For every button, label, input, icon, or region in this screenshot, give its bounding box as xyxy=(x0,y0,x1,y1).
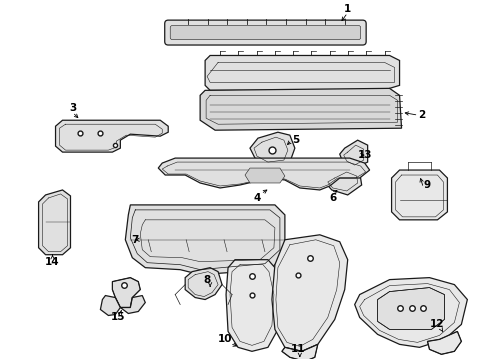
Polygon shape xyxy=(282,345,318,360)
Text: 4: 4 xyxy=(253,193,261,203)
Polygon shape xyxy=(250,132,295,165)
Text: 7: 7 xyxy=(132,235,139,245)
Polygon shape xyxy=(226,260,280,351)
Text: 14: 14 xyxy=(45,257,60,267)
Polygon shape xyxy=(125,205,285,275)
Text: 12: 12 xyxy=(430,319,445,329)
Polygon shape xyxy=(272,235,348,351)
Polygon shape xyxy=(205,55,399,90)
FancyBboxPatch shape xyxy=(170,26,361,40)
Polygon shape xyxy=(121,296,145,314)
Text: 5: 5 xyxy=(292,135,299,145)
Text: 9: 9 xyxy=(424,180,431,190)
Polygon shape xyxy=(378,288,444,329)
Text: 1: 1 xyxy=(344,4,351,14)
Polygon shape xyxy=(100,296,121,315)
Polygon shape xyxy=(340,140,368,168)
Text: 8: 8 xyxy=(203,275,211,285)
Polygon shape xyxy=(245,168,285,183)
Text: 3: 3 xyxy=(69,103,76,113)
Polygon shape xyxy=(392,170,447,220)
Polygon shape xyxy=(112,278,140,307)
Polygon shape xyxy=(355,278,467,347)
Polygon shape xyxy=(185,268,222,300)
Text: 13: 13 xyxy=(357,150,372,160)
Text: 11: 11 xyxy=(291,345,305,354)
Polygon shape xyxy=(158,158,369,190)
Text: 6: 6 xyxy=(329,193,336,203)
Text: 2: 2 xyxy=(418,110,425,120)
Text: 10: 10 xyxy=(218,334,232,345)
Polygon shape xyxy=(200,88,401,130)
Polygon shape xyxy=(325,168,362,195)
Polygon shape xyxy=(39,190,71,255)
Polygon shape xyxy=(55,120,168,152)
Text: 15: 15 xyxy=(111,312,125,323)
FancyBboxPatch shape xyxy=(165,20,366,45)
Polygon shape xyxy=(427,332,462,354)
